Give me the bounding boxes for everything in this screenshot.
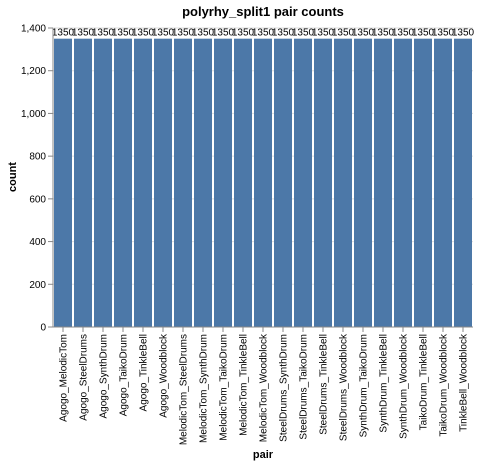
chart-title: polyrhy_split1 pair counts bbox=[182, 4, 344, 19]
data-label: 1350 bbox=[52, 28, 75, 39]
x-tick-label: MelodicTom_SynthDrum bbox=[199, 334, 210, 443]
bar bbox=[314, 38, 332, 328]
y-axis: 0 200 400 600 800 1,000 1,200 1,400 bbox=[21, 24, 54, 334]
x-tick-label: MelodicTom_TaikoDrum bbox=[219, 334, 230, 441]
data-label: 1350 bbox=[152, 28, 175, 39]
y-tick-label: 800 bbox=[29, 152, 46, 163]
bar bbox=[274, 38, 292, 328]
x-tick-label: MelodicTom_SteelDrums bbox=[179, 334, 190, 445]
bar bbox=[94, 38, 112, 328]
x-tick-label: Agogo_TinkleBell bbox=[139, 334, 150, 411]
data-label: 1350 bbox=[272, 28, 295, 39]
data-label: 1350 bbox=[332, 28, 355, 39]
bar bbox=[234, 38, 252, 328]
bar bbox=[154, 38, 172, 328]
data-label: 1350 bbox=[252, 28, 275, 39]
data-label: 1350 bbox=[232, 28, 255, 39]
data-label: 1350 bbox=[392, 28, 415, 39]
bar bbox=[74, 38, 92, 328]
y-tick-label: 1,000 bbox=[21, 109, 46, 120]
y-axis-title: count bbox=[7, 162, 19, 192]
bar bbox=[114, 38, 132, 328]
bar bbox=[254, 38, 272, 328]
y-tick-label: 600 bbox=[29, 194, 46, 205]
data-label: 1350 bbox=[92, 28, 115, 39]
bar bbox=[174, 38, 192, 328]
data-label: 1350 bbox=[292, 28, 315, 39]
x-tick-label: MelodicTom_TinkleBell bbox=[239, 334, 250, 436]
bar bbox=[194, 38, 212, 328]
x-tick-label: SynthDrum_TinkleBell bbox=[379, 334, 390, 433]
x-tick-label: SynthDrum_Woodblock bbox=[399, 333, 410, 439]
x-tick-label: SteelDrums_TaikoDrum bbox=[299, 334, 310, 440]
x-tick-label: SteelDrums_Woodblock bbox=[339, 333, 350, 441]
bars bbox=[54, 38, 472, 328]
bar bbox=[294, 38, 312, 328]
data-label: 1350 bbox=[112, 28, 135, 39]
bar bbox=[134, 38, 152, 328]
data-label: 1350 bbox=[432, 28, 455, 39]
y-tick-label: 1,200 bbox=[21, 66, 46, 77]
x-tick-label: Agogo_SynthDrum bbox=[99, 334, 110, 419]
data-label: 1350 bbox=[352, 28, 375, 39]
data-label: 1350 bbox=[132, 28, 155, 39]
x-tick-label: TinkleBell_Woodblock bbox=[459, 333, 470, 432]
data-label: 1350 bbox=[172, 28, 195, 39]
data-label: 1350 bbox=[452, 28, 475, 39]
bar bbox=[54, 38, 72, 328]
x-tick-label: SteelDrums_SynthDrum bbox=[279, 334, 290, 442]
x-tick-label: SynthDrum_TaikoDrum bbox=[359, 334, 370, 437]
x-tick-label: Agogo_Woodblock bbox=[159, 333, 170, 418]
data-label: 1350 bbox=[312, 28, 335, 39]
y-tick-label: 200 bbox=[29, 280, 46, 291]
bar bbox=[374, 38, 392, 328]
data-label: 1350 bbox=[212, 28, 235, 39]
x-tick-label: TaikoDrum_Woodblock bbox=[439, 333, 450, 437]
x-tick-label: SteelDrums_TinkleBell bbox=[319, 334, 330, 435]
x-tick-label: TaikoDrum_TinkleBell bbox=[419, 334, 430, 430]
y-tick-label: 400 bbox=[29, 237, 46, 248]
x-tick-label: Agogo_MelodicTom bbox=[59, 334, 70, 422]
x-tick-label: Agogo_SteelDrums bbox=[79, 334, 90, 421]
x-axis-title: pair bbox=[253, 449, 274, 461]
y-tick-label: 0 bbox=[40, 323, 46, 334]
data-label: 1350 bbox=[72, 28, 95, 39]
data-labels: 1350135013501350135013501350135013501350… bbox=[52, 28, 475, 39]
data-label: 1350 bbox=[372, 28, 395, 39]
bar bbox=[434, 38, 452, 328]
data-label: 1350 bbox=[192, 28, 215, 39]
bar bbox=[334, 38, 352, 328]
bar bbox=[214, 38, 232, 328]
x-tick-label: MelodicTom_Woodblock bbox=[259, 333, 270, 442]
data-label: 1350 bbox=[412, 28, 435, 39]
bar bbox=[454, 38, 472, 328]
bar bbox=[414, 38, 432, 328]
y-tick-label: 1,400 bbox=[21, 24, 46, 35]
bar bbox=[394, 38, 412, 328]
x-tick-label: Agogo_TaikoDrum bbox=[119, 334, 130, 416]
x-axis: Agogo_MelodicTom Agogo_SteelDrums Agogo_Sy… bbox=[53, 326, 473, 445]
bar bbox=[354, 38, 372, 328]
